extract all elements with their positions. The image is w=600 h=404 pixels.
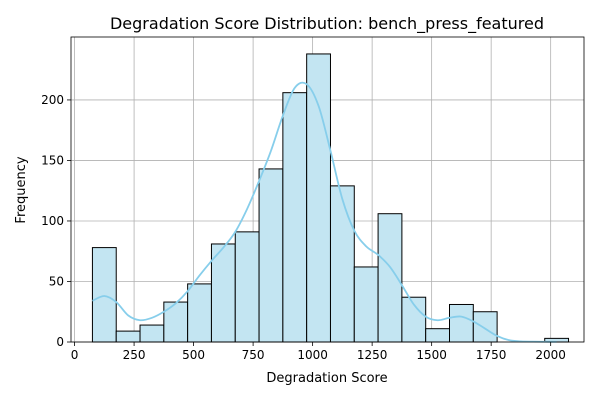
x-tick-label: 2000 [535,348,566,362]
histogram-bar [163,301,189,343]
x-tick-label: 1500 [416,348,447,362]
kde-curve-layer [92,81,557,343]
y-tick-label: 0 [56,335,64,349]
histogram-bar [187,283,212,343]
x-axis-ticks: 0 250 500 750 1000 1250 1500 1750 2000 [71,342,566,362]
x-tick-label: 0 [71,348,79,362]
y-tick-label: 200 [41,93,64,107]
histogram-bar [139,324,165,343]
kde-curve [92,81,557,343]
histogram-bar [282,92,308,343]
histogram-bar [472,311,498,343]
x-tick-label: 250 [123,348,146,362]
histogram-bar [115,330,141,343]
y-tick-label: 150 [41,153,64,167]
plot-frame [70,36,585,343]
histogram-bar [234,231,260,343]
histogram-bar [258,168,284,343]
y-tick-label: 100 [41,214,64,228]
x-tick-label: 750 [242,348,265,362]
y-axis-label: Frequency [14,156,29,223]
histogram-bar [306,53,331,343]
x-tick-label: 1250 [357,348,388,362]
histogram-bar [210,243,236,343]
y-axis-ticks: 0 50 100 150 200 [41,93,71,349]
histogram-bars [91,53,570,343]
histogram-bar [329,185,355,343]
x-axis-label: Degradation Score [266,371,387,386]
x-tick-label: 1750 [476,348,507,362]
histogram-bar [91,247,117,343]
chart-title: Degradation Score Distribution: bench_pr… [110,14,544,34]
histogram-bar [449,303,474,343]
histogram-bar [425,328,451,343]
x-tick-label: 1000 [297,348,328,362]
y-tick-label: 50 [49,274,64,288]
histogram-bar [353,266,379,343]
x-tick-label: 500 [182,348,205,362]
